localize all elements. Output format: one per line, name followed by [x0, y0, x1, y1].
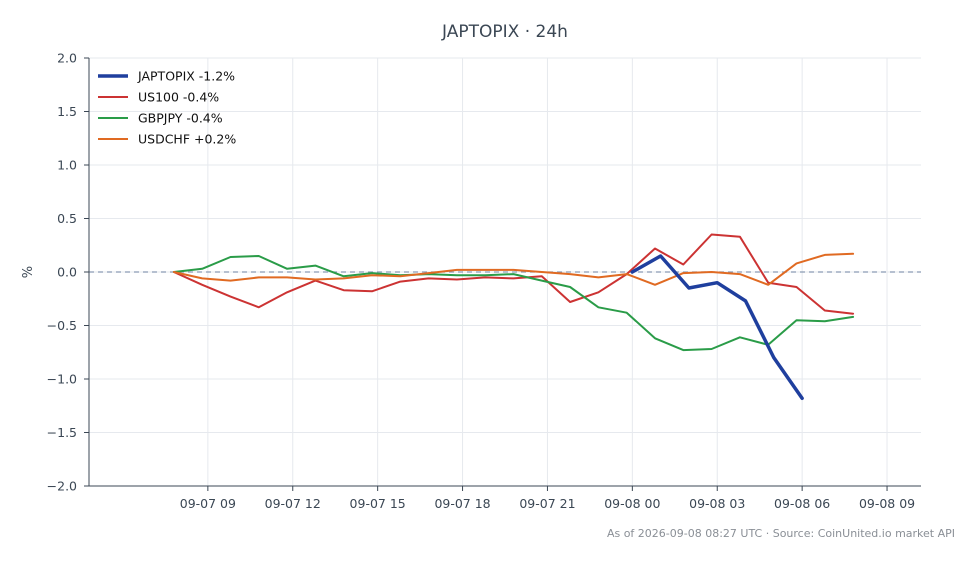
chart-title: JAPTOPIX · 24h [441, 22, 568, 42]
x-tick-label: 09-08 03 [689, 496, 745, 511]
x-tick-label: 09-07 15 [350, 496, 406, 511]
y-tick-label: −2.0 [47, 479, 77, 494]
x-tick-label: 09-07 09 [180, 496, 236, 511]
y-tick-label: −1.0 [47, 372, 77, 387]
legend: JAPTOPIX -1.2% US100 -0.4% GBPJPY -0.4% USD… [98, 69, 236, 147]
legend-label-japtopix: JAPTOPIX -1.2% [137, 69, 235, 84]
y-axis-ticks: 2.0 1.5 1.0 0.5 0.0 −0.5 −1.0 −1.5 −2.0 [47, 51, 89, 494]
legend-label-gbpjpy: GBPJPY -0.4% [138, 111, 223, 126]
x-tick-label: 09-08 00 [604, 496, 660, 511]
series-line-us100 [172, 233, 855, 315]
legend-label-usdchf: USDCHF +0.2% [138, 132, 236, 147]
x-axis-ticks: 09-07 09 09-07 12 09-07 15 09-07 18 09-07 21… [180, 486, 915, 511]
x-tick-label: 09-08 09 [859, 496, 915, 511]
footer-source: As of 2026-09-08 08:27 UTC · Source: Coi… [607, 527, 955, 540]
y-tick-label: 1.0 [57, 158, 77, 173]
x-tick-label: 09-07 18 [434, 496, 490, 511]
y-axis-label: % [21, 266, 36, 278]
y-tick-label: 1.5 [57, 104, 77, 119]
y-tick-label: 2.0 [57, 51, 77, 66]
series-lines [172, 233, 855, 401]
x-tick-label: 09-07 12 [265, 496, 321, 511]
legend-label-us100: US100 -0.4% [138, 90, 219, 105]
x-tick-label: 09-07 21 [519, 496, 575, 511]
y-tick-label: −0.5 [47, 318, 77, 333]
series-line-gbpjpy [172, 255, 855, 352]
x-tick-label: 09-08 06 [774, 496, 830, 511]
y-tick-label: 0.5 [57, 211, 77, 226]
y-tick-label: 0.0 [57, 265, 77, 280]
series-line-usdchf [172, 252, 855, 286]
series-line-japtopix [630, 254, 804, 401]
y-tick-label: −1.5 [47, 425, 77, 440]
